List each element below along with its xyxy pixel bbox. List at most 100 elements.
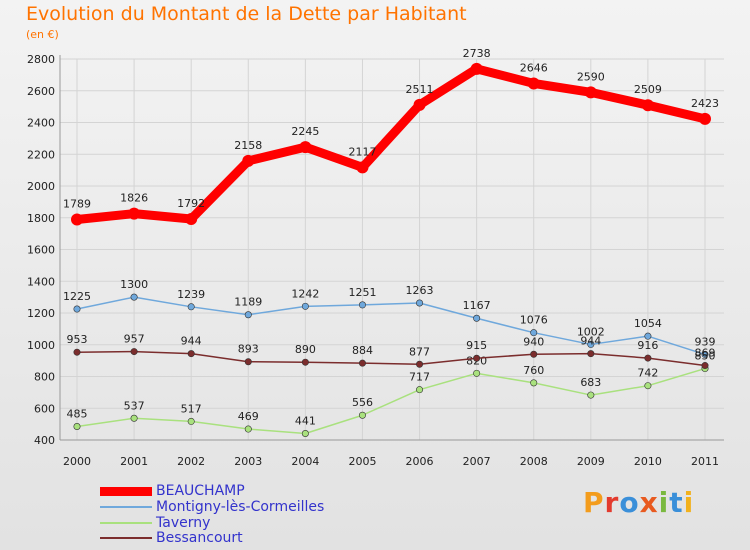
x-tick-label: 2011 (691, 455, 719, 468)
data-label-taverny: 517 (181, 402, 202, 415)
data-label-montigny: 1002 (577, 325, 605, 338)
data-point-montigny (244, 311, 252, 319)
data-point-taverny (244, 425, 252, 433)
legend-label-montigny: Montigny-lès-Cormeilles (156, 499, 325, 515)
data-label-bessancourt: 884 (352, 344, 373, 357)
data-label-taverny: 537 (124, 399, 145, 412)
data-label-beauchamp: 2511 (406, 83, 434, 96)
x-tick-label: 2005 (348, 455, 376, 468)
data-point-bessancourt (130, 348, 138, 356)
x-tick-label: 2002 (177, 455, 205, 468)
logo-letter: i (658, 486, 670, 519)
data-label-taverny: 742 (637, 367, 658, 380)
data-point-bessancourt (187, 350, 195, 358)
data-point-montigny (187, 303, 195, 311)
chart-title: Evolution du Montant de la Dette par Hab… (26, 3, 467, 25)
data-point-beauchamp (299, 141, 312, 154)
data-point-montigny (358, 301, 366, 309)
data-label-bessancourt: 940 (523, 335, 544, 348)
x-tick-label: 2000 (63, 455, 91, 468)
data-label-bessancourt: 915 (466, 339, 487, 352)
data-point-taverny (644, 382, 652, 390)
data-label-beauchamp: 1826 (120, 192, 148, 205)
data-point-beauchamp (128, 207, 141, 220)
data-label-beauchamp: 2646 (520, 61, 548, 74)
data-point-taverny (187, 417, 195, 425)
data-label-montigny: 1225 (63, 290, 91, 303)
data-point-beauchamp (641, 99, 654, 112)
legend-item-beauchamp: BEAUCHAMP (100, 483, 245, 499)
data-point-taverny (416, 386, 424, 394)
data-label-taverny: 760 (523, 364, 544, 377)
data-point-bessancourt (73, 348, 81, 356)
data-label-beauchamp: 2158 (234, 139, 262, 152)
data-point-bessancourt (530, 350, 538, 358)
x-tick-label: 2009 (577, 455, 605, 468)
data-point-montigny (130, 293, 138, 301)
data-label-taverny: 485 (67, 408, 88, 421)
data-label-beauchamp: 2590 (577, 70, 605, 83)
logo-letter: t (669, 486, 684, 519)
data-label-montigny: 1189 (234, 296, 262, 309)
data-label-beauchamp: 2509 (634, 83, 662, 96)
x-tick-label: 2003 (234, 455, 262, 468)
legend-swatch-montigny (100, 506, 152, 508)
data-label-taverny: 441 (295, 414, 316, 427)
data-point-beauchamp (584, 86, 597, 99)
data-label-bessancourt: 944 (580, 335, 601, 348)
legend-label-beauchamp: BEAUCHAMP (156, 483, 245, 499)
y-tick-label: 2600 (27, 85, 55, 98)
data-point-bessancourt (473, 354, 481, 362)
data-label-bessancourt: 953 (67, 333, 88, 346)
proxiti-logo: Proxiti (583, 486, 694, 519)
data-point-beauchamp (699, 112, 711, 125)
data-point-montigny (473, 314, 481, 322)
logo-letter: i (683, 486, 695, 519)
y-tick-label: 2800 (27, 53, 55, 66)
y-tick-label: 400 (34, 434, 55, 447)
data-label-beauchamp: 1789 (63, 197, 91, 210)
data-label-bessancourt: 877 (409, 345, 430, 358)
data-point-taverny (530, 379, 538, 387)
data-label-taverny: 556 (352, 396, 373, 409)
data-point-beauchamp (527, 77, 540, 90)
y-tick-label: 600 (34, 402, 55, 415)
data-label-beauchamp: 2117 (348, 145, 376, 158)
data-label-montigny: 1167 (463, 299, 491, 312)
data-point-taverny (473, 369, 481, 377)
data-label-montigny: 1263 (406, 284, 434, 297)
data-point-taverny (73, 423, 81, 431)
data-point-bessancourt (587, 350, 595, 358)
data-label-montigny: 1251 (348, 286, 376, 299)
y-tick-label: 1400 (27, 275, 55, 288)
data-point-taverny (301, 429, 309, 437)
data-label-beauchamp: 1792 (177, 197, 205, 210)
y-tick-label: 2000 (27, 180, 55, 193)
y-tick-label: 800 (34, 371, 55, 384)
series-line-montigny (76, 296, 706, 356)
logo-letter: r (604, 486, 620, 519)
y-tick-label: 1600 (27, 244, 55, 257)
data-point-beauchamp (356, 161, 369, 174)
legend-swatch-bessancourt (100, 537, 152, 539)
data-point-bessancourt (701, 362, 709, 370)
data-label-bessancourt: 869 (695, 347, 716, 360)
data-point-beauchamp (71, 213, 83, 226)
data-label-taverny: 469 (238, 410, 259, 423)
data-point-montigny (701, 350, 709, 358)
data-label-montigny: 1239 (177, 288, 205, 301)
x-tick-label: 2007 (463, 455, 491, 468)
data-point-bessancourt (416, 360, 424, 368)
data-point-beauchamp (185, 213, 198, 226)
data-point-bessancourt (358, 359, 366, 367)
legend-item-taverny: Taverny (100, 515, 210, 531)
data-label-bessancourt: 944 (181, 335, 202, 348)
x-tick-label: 2006 (406, 455, 434, 468)
series-line-taverny (76, 367, 706, 435)
data-point-montigny (73, 305, 81, 313)
data-label-montigny: 1300 (120, 278, 148, 291)
data-point-montigny (301, 302, 309, 310)
data-label-montigny: 1076 (520, 314, 548, 327)
y-tick-label: 1800 (27, 212, 55, 225)
series-line-bessancourt (76, 350, 706, 367)
